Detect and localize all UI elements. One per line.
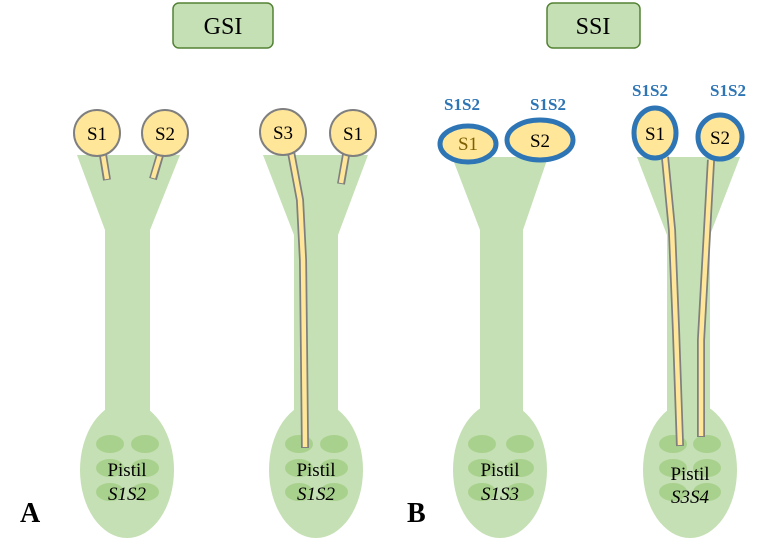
pollen-label: S1 [87, 124, 107, 145]
pistil-genotype: S1S2 [108, 484, 147, 505]
pistil-genotype: S3S4 [671, 487, 710, 508]
parent-genotype: S1S2 [632, 81, 668, 100]
pollen-label: S2 [530, 131, 550, 152]
pistil-2: Pistil S1S2 S3 S1 [259, 108, 377, 538]
panel-label-b: B [407, 498, 426, 529]
pollen-label: S2 [155, 124, 175, 145]
ovules [468, 435, 534, 501]
parent-genotype: S1S2 [444, 95, 480, 114]
pollen-label: S1 [458, 134, 478, 155]
pistil-label: Pistil [296, 460, 335, 481]
pistil-4: Pistil S3S4 S1 S2 S1S2 S1S2 [631, 81, 746, 538]
pistil-genotype: S1S3 [481, 484, 519, 505]
pistil-3: Pistil S1S3 S1 S2 S1S2 S1S2 [437, 95, 576, 538]
pollen-label: S1 [645, 124, 665, 145]
parent-genotype: S1S2 [530, 95, 566, 114]
pollen-label: S1 [343, 124, 363, 145]
pollen-label: S3 [273, 123, 293, 144]
panel-label-a: A [20, 498, 41, 529]
gsi-header: GSI [172, 2, 274, 49]
pistil-genotype: S1S2 [297, 484, 336, 505]
svg-text:GSI: GSI [204, 14, 243, 40]
ssi-header: SSI [546, 2, 641, 49]
ovules [659, 435, 721, 501]
pistil-label: Pistil [480, 460, 519, 481]
parent-genotype: S1S2 [710, 81, 746, 100]
pistil-label: Pistil [107, 460, 146, 481]
pollen-label: S2 [710, 128, 730, 149]
pistil-label: Pistil [670, 464, 709, 485]
pistil-1: Pistil S1S2 S1 S2 [73, 109, 189, 538]
svg-text:SSI: SSI [576, 14, 611, 40]
ovules [96, 435, 159, 501]
